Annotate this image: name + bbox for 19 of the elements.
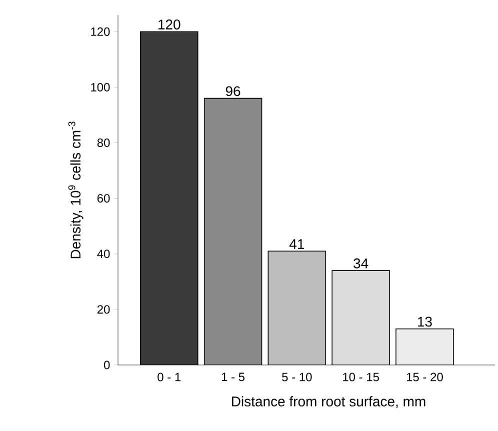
y-tick-label: 100 bbox=[91, 82, 110, 92]
y-tick-label: 0 bbox=[104, 360, 110, 370]
x-tick-label: 10 - 15 bbox=[343, 372, 379, 382]
x-tick-label: 0 - 1 bbox=[158, 372, 181, 382]
y-axis-title: Density, 10$^{9}$ cells cm$^{-3}$ bbox=[68, 122, 84, 258]
y-tick-label: 20 bbox=[97, 305, 110, 314]
x-tick-label: 15 - 20 bbox=[406, 372, 443, 382]
data-label: 34 bbox=[354, 258, 368, 268]
x-tick-label: 1 - 5 bbox=[222, 372, 245, 382]
data-label: 41 bbox=[289, 239, 304, 249]
y-tick-label: 120 bbox=[91, 27, 110, 36]
x-axis-title: Distance from root surface, mm bbox=[232, 396, 426, 408]
data-label: 96 bbox=[226, 86, 240, 96]
data-label: 13 bbox=[418, 316, 432, 327]
data-label: 120 bbox=[158, 20, 180, 30]
y-tick-label: 60 bbox=[97, 194, 110, 203]
y-tick-label: 40 bbox=[97, 250, 110, 258]
y-tick-label: 80 bbox=[97, 138, 110, 148]
x-tick-label: 5 - 10 bbox=[282, 372, 312, 382]
